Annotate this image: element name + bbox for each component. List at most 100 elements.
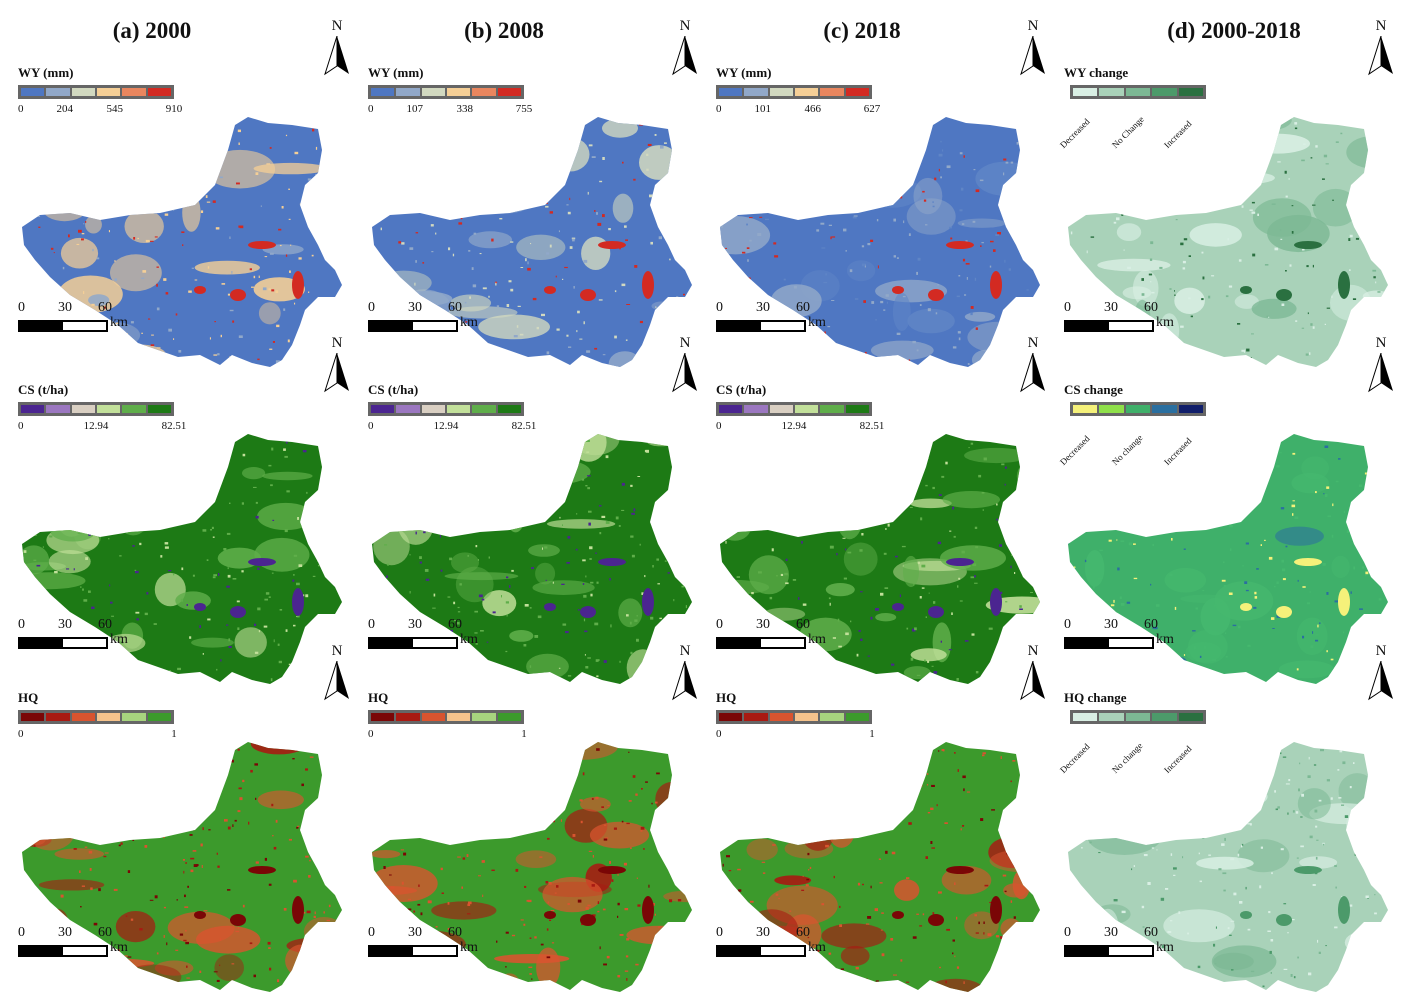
scale-label: 60 <box>1144 617 1158 632</box>
legend-tick-label: 82.51 <box>511 420 537 432</box>
scale-unit: km <box>808 315 826 330</box>
scale-label: 0 <box>1064 300 1071 315</box>
scale-label: 60 <box>1144 300 1158 315</box>
panel-cs-2018: CS (t/ha) 0 12.94 82.51 0 30 60 km <box>698 372 1046 684</box>
legend-tick-label: 755 <box>515 103 533 115</box>
legend-swatch <box>446 88 471 96</box>
legend-swatch <box>497 405 521 413</box>
legend-swatch <box>719 88 743 96</box>
hq-map-2018 <box>720 742 1040 992</box>
legend-tick-label: 0 <box>368 420 374 432</box>
panel-wy-2008: WY (mm) 0 107 338 755 0 30 60 km <box>350 55 698 367</box>
scale-label: 60 <box>796 925 810 940</box>
legend-title: CS (t/ha) <box>18 382 69 397</box>
north-arrow-icon: N <box>1018 643 1048 703</box>
legend-swatch <box>1178 88 1204 96</box>
legend-tick-label: 1 <box>171 728 177 740</box>
column-title-2008: (b) 2008 <box>464 18 544 43</box>
scale-label: 30 <box>58 300 72 315</box>
north-label: N <box>679 18 691 34</box>
scale-label: 0 <box>716 300 723 315</box>
legend-swatch <box>1178 405 1204 413</box>
wy-map-change <box>1068 117 1388 367</box>
legend-swatch <box>21 88 45 96</box>
legend-swatch <box>371 713 395 721</box>
scale-unit: km <box>460 632 478 647</box>
legend-swatch <box>122 88 146 96</box>
north-arrow-icon: N <box>1018 18 1048 78</box>
legend-tick-label: 0 <box>368 728 374 740</box>
legend-swatch <box>719 405 743 413</box>
north-arrow-icon: N <box>1366 643 1396 703</box>
north-label: N <box>1375 18 1387 34</box>
wy-map-2018 <box>720 117 1040 367</box>
legend-tick-label: 0 <box>18 420 24 432</box>
legend-swatch <box>96 405 121 413</box>
legend-swatch <box>472 713 496 721</box>
scale-label: 30 <box>1104 617 1118 632</box>
scale-label: 30 <box>58 617 72 632</box>
north-label: N <box>1027 643 1039 659</box>
legend-swatch <box>820 713 844 721</box>
column-title-2000: (a) 2000 <box>112 18 192 43</box>
legend-swatch <box>744 88 768 96</box>
legend-swatch <box>147 405 171 413</box>
legend-swatch <box>421 88 445 96</box>
legend-tick-label: 338 <box>456 103 473 115</box>
legend-swatch <box>96 713 121 721</box>
legend-color-ramp <box>1070 402 1206 416</box>
hq-map-change <box>1068 742 1388 992</box>
legend-title: HQ <box>368 690 389 705</box>
panel-hq-2018: HQ 0 1 0 30 60 km <box>698 680 1046 992</box>
legend-title: WY (mm) <box>716 65 772 80</box>
legend-color-ramp <box>1070 85 1206 99</box>
legend-swatch <box>446 405 471 413</box>
scale-label: 0 <box>368 925 375 940</box>
scale-label: 60 <box>448 925 462 940</box>
watershed-base <box>22 434 342 684</box>
scale-label: 60 <box>796 617 810 632</box>
scale-label: 30 <box>408 925 422 940</box>
north-arrow-icon: N <box>670 335 700 395</box>
watershed-base <box>372 434 692 684</box>
legend-color-ramp <box>368 402 524 416</box>
legend-title: HQ <box>716 690 737 705</box>
scale-label: 0 <box>18 925 25 940</box>
north-label: N <box>331 643 343 659</box>
legend-title: CS (t/ha) <box>368 382 419 397</box>
legend-swatch <box>1125 713 1151 721</box>
scale-label: 0 <box>18 300 25 315</box>
legend-swatch <box>147 713 171 721</box>
scale-label: 60 <box>448 617 462 632</box>
legend-title: WY change <box>1064 65 1129 80</box>
panel-wy-change: WY change Decreased No Change Increased 0 30 6… <box>1046 55 1394 367</box>
scale-unit: km <box>1156 315 1174 330</box>
legend-swatch <box>71 713 95 721</box>
scale-label: 60 <box>98 925 112 940</box>
scale-label: 60 <box>98 617 112 632</box>
legend-color-ramp <box>716 402 872 416</box>
scale-bar: 0 30 60 km <box>18 300 158 336</box>
legend-swatch <box>1073 88 1098 96</box>
legend-swatch <box>1152 88 1177 96</box>
legend-swatch <box>1152 713 1177 721</box>
scale-bar: 0 30 60 km <box>1064 925 1204 961</box>
scale-bar: 0 30 60 km <box>716 925 856 961</box>
legend-swatch <box>794 713 819 721</box>
legend-swatch <box>96 88 121 96</box>
panel-cs-2000: CS (t/ha) 0 12.94 82.51 0 30 60 km <box>0 372 348 684</box>
north-label: N <box>1375 335 1387 351</box>
scale-label: 30 <box>756 617 770 632</box>
north-arrow-icon: N <box>670 18 700 78</box>
legend-swatch <box>1099 405 1124 413</box>
scale-unit: km <box>460 940 478 955</box>
legend-tick-label: 12.94 <box>83 420 109 432</box>
north-label: N <box>1027 335 1039 351</box>
wy-map-2000 <box>22 117 342 367</box>
legend-swatch <box>1178 713 1204 721</box>
north-label: N <box>679 643 691 659</box>
legend-swatch <box>371 88 395 96</box>
legend-swatch <box>1073 405 1098 413</box>
scale-label: 0 <box>368 300 375 315</box>
north-label: N <box>1027 18 1039 34</box>
